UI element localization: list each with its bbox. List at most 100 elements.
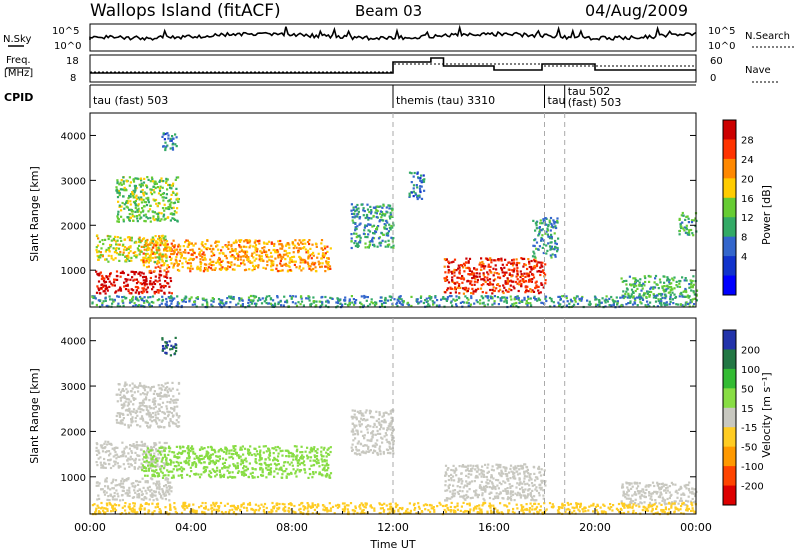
- heatmap-cell: [480, 263, 483, 266]
- heatmap-cell: [476, 466, 479, 469]
- heatmap-cell: [559, 298, 562, 301]
- heatmap-cell: [299, 457, 302, 460]
- heatmap-cell: [505, 300, 508, 303]
- heatmap-cell: [147, 210, 150, 213]
- heatmap-cell: [515, 297, 518, 300]
- heatmap-cell: [360, 203, 363, 206]
- heatmap-cell: [187, 445, 190, 448]
- heatmap-cell: [374, 442, 377, 445]
- heatmap-cell: [206, 466, 209, 469]
- heatmap-cell: [483, 276, 486, 279]
- heatmap-cell: [456, 281, 459, 284]
- heatmap-cell: [580, 298, 583, 301]
- heatmap-cell: [169, 186, 172, 189]
- heatmap-cell: [101, 274, 104, 277]
- heatmap-cell: [368, 439, 371, 442]
- heatmap-cell: [169, 249, 172, 252]
- heatmap-cell: [160, 212, 163, 215]
- heatmap-cell: [353, 232, 356, 235]
- heatmap-cell: [164, 478, 167, 481]
- heatmap-cell: [524, 286, 527, 289]
- heatmap-cell: [259, 259, 262, 262]
- heatmap-cell: [481, 296, 484, 299]
- heatmap-cell: [127, 452, 130, 455]
- heatmap-cell: [128, 236, 131, 239]
- heatmap-cell: [629, 300, 632, 303]
- heatmap-cell: [228, 456, 231, 459]
- heatmap-cell: [294, 472, 297, 475]
- heatmap-cell: [161, 471, 164, 474]
- heatmap-cell: [309, 265, 312, 268]
- heatmap-cell: [111, 447, 114, 450]
- heatmap-cell: [151, 457, 154, 461]
- heatmap-cell: [366, 428, 369, 431]
- heatmap-cell: [550, 300, 553, 303]
- heatmap-cell: [638, 281, 641, 284]
- heatmap-cell: [648, 305, 651, 308]
- heatmap-cell: [158, 304, 161, 307]
- heatmap-cell: [134, 199, 137, 203]
- heatmap-cell: [612, 302, 615, 305]
- heatmap-cell: [289, 268, 292, 272]
- heatmap-cell: [278, 243, 281, 246]
- heatmap-cell: [523, 280, 526, 284]
- heatmap-cell: [273, 248, 276, 252]
- heatmap-cell: [164, 147, 167, 150]
- heatmap-cell: [678, 229, 681, 232]
- heatmap-cell: [196, 456, 199, 459]
- heatmap-cell: [312, 459, 315, 462]
- heatmap-cell: [137, 444, 140, 447]
- heatmap-cell: [272, 459, 275, 462]
- heatmap-cell: [209, 262, 212, 265]
- heatmap-cell: [189, 466, 192, 469]
- heatmap-cell: [186, 473, 189, 476]
- heatmap-cell: [268, 295, 271, 298]
- heatmap-cell: [129, 278, 132, 281]
- heatmap-cell: [272, 260, 275, 263]
- heatmap-cell: [115, 243, 118, 246]
- heatmap-cell: [172, 474, 175, 477]
- heatmap-cell: [169, 470, 172, 473]
- heatmap-cell: [550, 235, 553, 239]
- heatmap-cell: [530, 482, 534, 485]
- heatmap-cell: [202, 258, 205, 261]
- heatmap-cell: [142, 401, 145, 404]
- heatmap-cell: [339, 302, 342, 305]
- heatmap-cell: [144, 496, 147, 499]
- heatmap-cell: [121, 270, 124, 273]
- heatmap-cell: [152, 246, 155, 249]
- heatmap-cell: [247, 452, 250, 455]
- heatmap-cell: [117, 189, 120, 193]
- heatmap-cell: [176, 457, 179, 460]
- heatmap-cell: [274, 251, 277, 254]
- heatmap-cell: [336, 301, 340, 305]
- heatmap-cell: [541, 246, 544, 249]
- heatmap-cell: [516, 274, 519, 277]
- heatmap-cell: [258, 258, 261, 261]
- heatmap-cell: [166, 389, 169, 392]
- heatmap-cell: [137, 292, 141, 295]
- heatmap-cell: [287, 455, 290, 458]
- heatmap-cell: [225, 257, 228, 260]
- heatmap-cell: [120, 403, 124, 407]
- heatmap-cell: [387, 413, 390, 416]
- heatmap-cell: [151, 241, 154, 244]
- heatmap-cell: [550, 222, 553, 225]
- heatmap-cell: [321, 460, 324, 463]
- heatmap-cell: [142, 198, 145, 201]
- heatmap-cell: [285, 455, 288, 458]
- heatmap-cell: [142, 386, 145, 389]
- heatmap-cell: [153, 218, 156, 222]
- heatmap-cell: [147, 411, 150, 414]
- heatmap-cell: [146, 456, 149, 459]
- heatmap-cell: [312, 296, 315, 299]
- heatmap-cell: [375, 419, 378, 422]
- heatmap-cell: [165, 273, 168, 276]
- heatmap-cell: [239, 463, 242, 466]
- heatmap-cell: [129, 458, 132, 461]
- heatmap-cell: [683, 279, 686, 282]
- heatmap-cell: [269, 468, 272, 471]
- heatmap-cell: [281, 244, 284, 247]
- heatmap-cell: [390, 434, 393, 437]
- heatmap-cell: [236, 454, 239, 457]
